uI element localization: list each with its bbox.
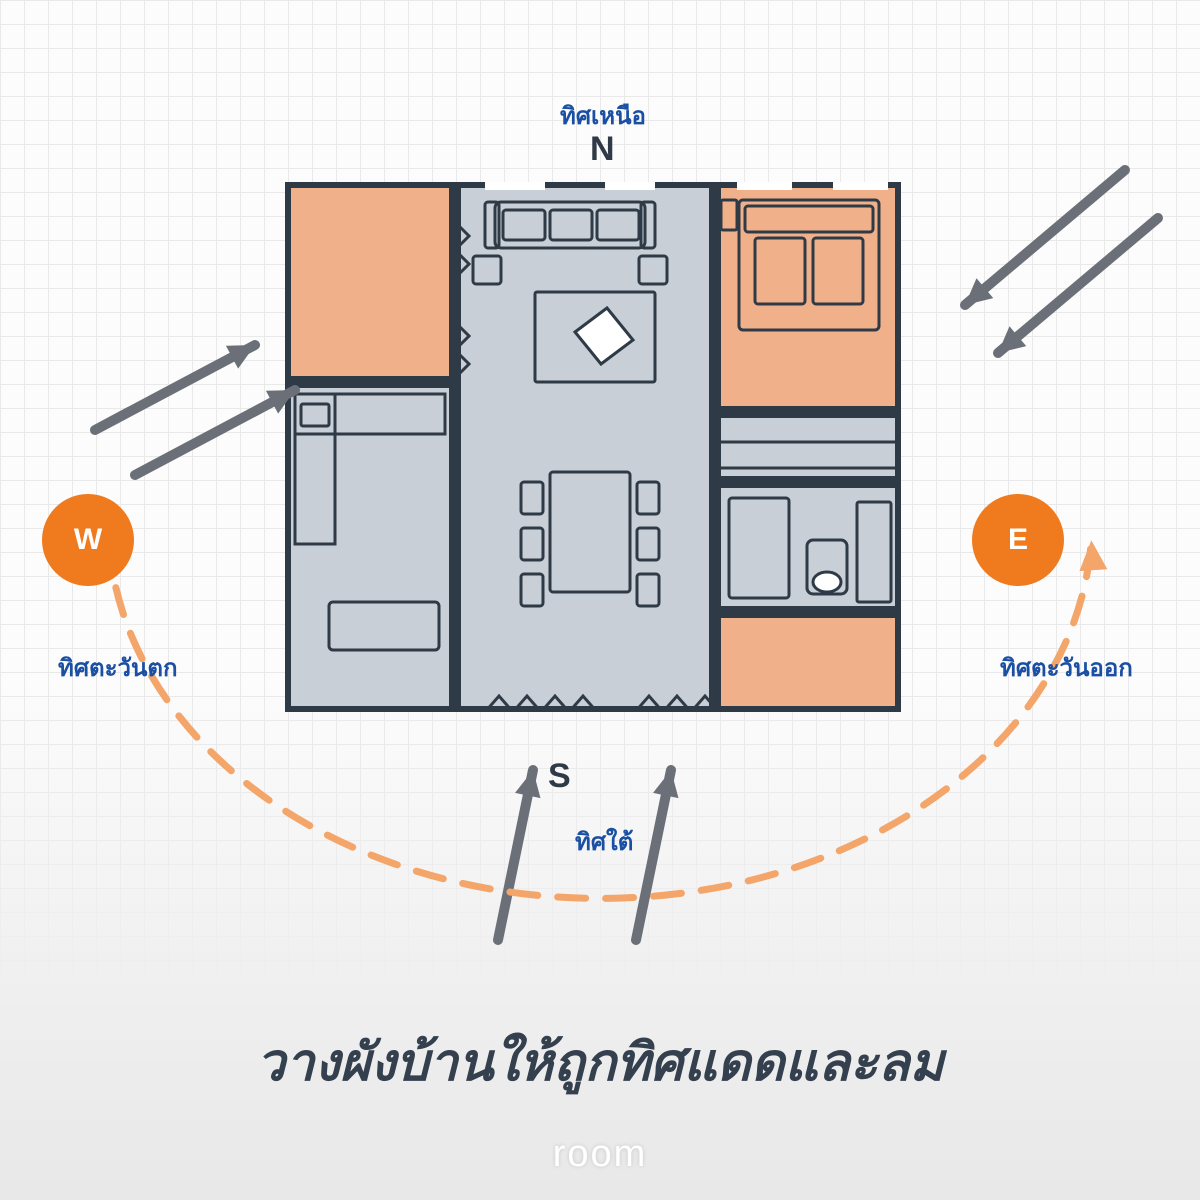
west-sun-circle: W — [42, 494, 134, 586]
main-title: วางผังบ้านให้ถูกทิศแดดและลม — [0, 1020, 1200, 1103]
south-letter: S — [548, 757, 571, 796]
west-letter: W — [74, 523, 102, 557]
wind-ne-2 — [998, 218, 1158, 353]
wind-sw-2 — [135, 390, 295, 475]
east-thai-label: ทิศตะวันออก — [1000, 648, 1133, 687]
wind-s-2 — [636, 770, 671, 940]
wind-ne-1 — [965, 170, 1125, 305]
wind-sw-1 — [95, 345, 255, 430]
east-sun-circle: E — [972, 494, 1064, 586]
south-thai-label: ทิศใต้ — [575, 822, 633, 861]
north-letter: N — [590, 130, 615, 169]
west-thai-label: ทิศตะวันตก — [58, 648, 178, 687]
brand-logo: room — [0, 1133, 1200, 1176]
wind-s-1 — [498, 770, 533, 940]
sun-path-arrowhead — [1079, 540, 1107, 571]
east-letter: E — [1008, 523, 1028, 557]
